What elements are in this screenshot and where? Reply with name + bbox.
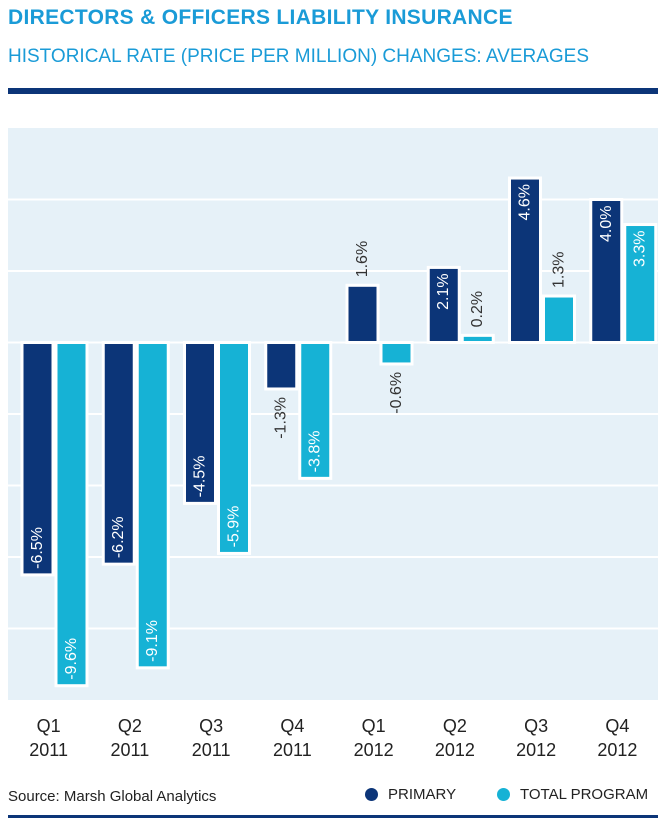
x-tick-label-quarter: Q2 [118, 716, 142, 736]
chart-area: -6.5% -6.2% -4.5% -1.3% 1.6% 2.1% 4.6% 4.0% -9.6… [0, 128, 666, 768]
data-label: 4.0% [598, 206, 615, 242]
bar-primary [101, 341, 136, 566]
data-label: -6.5% [29, 527, 46, 569]
data-label: -9.1% [144, 620, 161, 662]
legend-item-primary: PRIMARY [365, 786, 456, 803]
legend-label-primary: PRIMARY [388, 786, 457, 803]
bar-total-program [460, 333, 495, 345]
data-label: 3.3% [632, 231, 649, 267]
bar-total-program [379, 341, 414, 366]
bar-primary [183, 341, 217, 505]
x-tick-label-quarter: Q2 [443, 716, 467, 736]
legend-swatch-primary [365, 788, 378, 801]
x-tick-label-quarter: Q3 [199, 716, 223, 736]
data-label: 1.3% [551, 252, 568, 288]
data-label: -0.6% [388, 372, 405, 414]
data-label: -6.2% [110, 516, 127, 558]
bar-total-program [217, 341, 251, 555]
bar-chart: -6.5% -6.2% -4.5% -1.3% 1.6% 2.1% 4.6% 4.0% -9.6… [8, 128, 658, 760]
x-tick-label-year: 2012 [516, 740, 556, 760]
bar-primary [345, 283, 380, 345]
bar-total-program [54, 341, 89, 688]
data-label: -1.3% [273, 397, 290, 439]
data-label: 1.6% [354, 241, 371, 277]
legend-item-total-program: TOTAL PROGRAM [497, 786, 648, 803]
bar-primary [20, 341, 55, 577]
header-divider [8, 88, 658, 94]
data-label: -4.5% [192, 456, 209, 498]
data-label: 2.1% [435, 273, 452, 309]
legend-swatch-total-program [497, 788, 510, 801]
bar-primary [426, 265, 461, 344]
x-tick-label-quarter: Q1 [37, 716, 61, 736]
footer-divider [8, 815, 658, 818]
x-tick-label-year: 2011 [273, 740, 312, 760]
data-label: -5.9% [226, 506, 243, 548]
x-tick-label-quarter: Q1 [362, 716, 386, 736]
x-tick-label-quarter: Q3 [524, 716, 548, 736]
data-label: 4.6% [517, 184, 534, 220]
x-tick-label-year: 2012 [354, 740, 394, 760]
bar-total-program [623, 223, 658, 344]
chart-subtitle: HISTORICAL RATE (PRICE PER MILLION) CHAN… [8, 46, 590, 67]
source-note: Source: Marsh Global Analytics [8, 788, 217, 805]
bar-total-program [135, 341, 170, 670]
x-tick-label-quarter: Q4 [605, 716, 629, 736]
data-label: -3.8% [307, 431, 324, 473]
bar-total-program [298, 341, 333, 480]
data-label: 0.2% [469, 291, 486, 327]
legend-label-total-program: TOTAL PROGRAM [520, 786, 649, 803]
x-tick-label-year: 2012 [435, 740, 475, 760]
x-tick-label-year: 2011 [111, 740, 150, 760]
bar-primary [589, 198, 624, 344]
data-label: -9.6% [63, 638, 80, 680]
bar-primary [508, 176, 542, 344]
x-tick-label-year: 2012 [597, 740, 637, 760]
bar-total-program [542, 294, 576, 344]
x-tick-label-year: 2011 [192, 740, 231, 760]
chart-title: DIRECTORS & OFFICERS LIABILITY INSURANCE [8, 6, 513, 29]
x-tick-label-year: 2011 [29, 740, 68, 760]
bar-primary [264, 341, 299, 391]
x-tick-label-quarter: Q4 [280, 716, 304, 736]
